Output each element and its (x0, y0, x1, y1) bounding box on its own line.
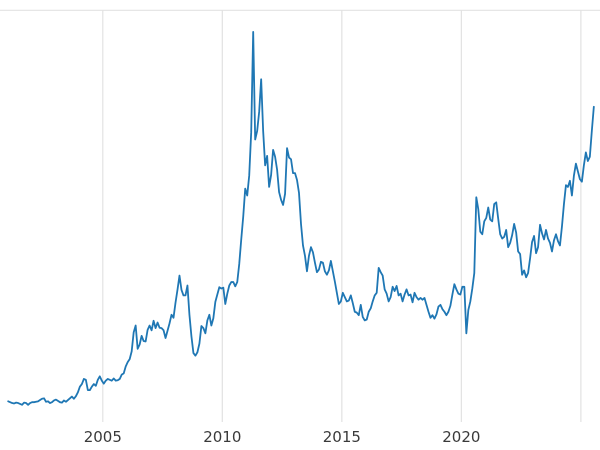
x-tick-label: 2015 (323, 428, 361, 446)
x-tick-label: 2005 (84, 428, 122, 446)
x-tick-label: 2020 (442, 428, 480, 446)
x-tick-label: 2010 (203, 428, 241, 446)
series-line-price (7, 30, 595, 406)
